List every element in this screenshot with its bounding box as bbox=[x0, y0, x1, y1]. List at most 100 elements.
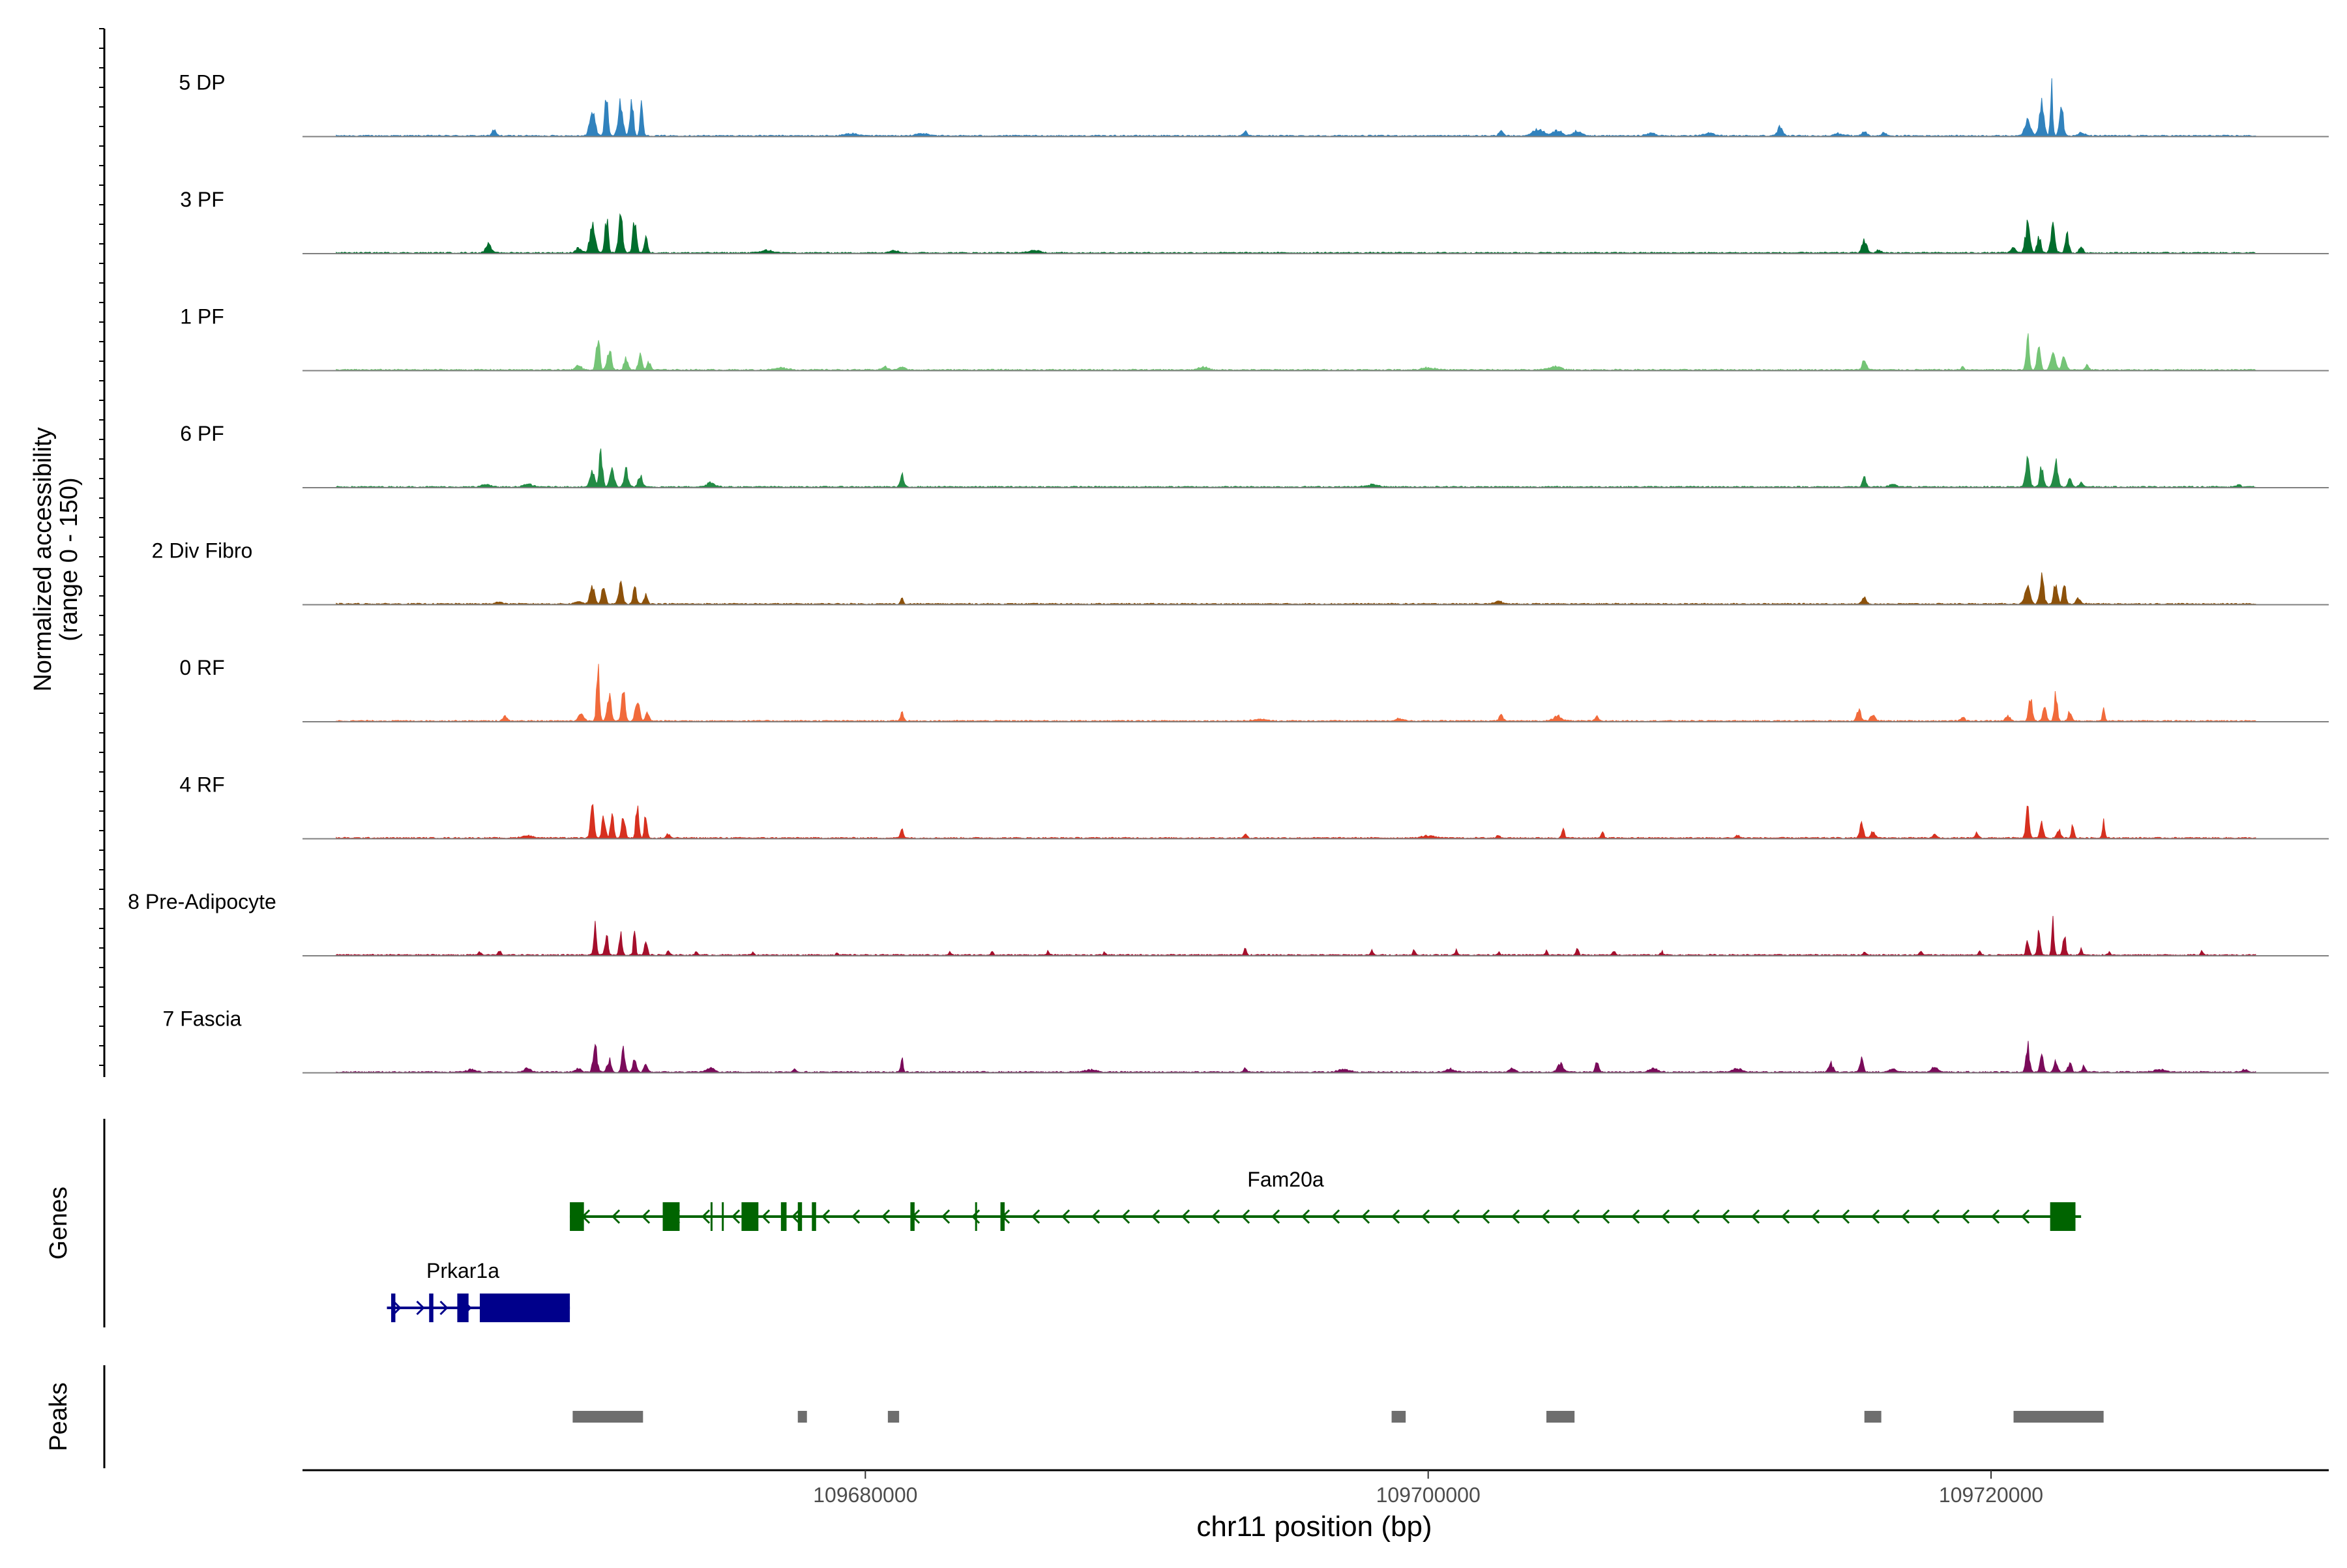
strand-chevron bbox=[416, 1300, 425, 1316]
exon bbox=[812, 1202, 816, 1231]
strand-chevron bbox=[1870, 1209, 1880, 1224]
strand-chevron bbox=[439, 1300, 449, 1316]
strand-chevron bbox=[1271, 1209, 1280, 1224]
strand-chevron bbox=[392, 1300, 402, 1316]
strand-chevron bbox=[941, 1209, 951, 1224]
exon bbox=[910, 1202, 915, 1231]
peak-region bbox=[572, 1411, 643, 1423]
track-signal bbox=[336, 664, 2256, 722]
x-tick-label: 109720000 bbox=[1939, 1483, 2043, 1507]
strand-chevron bbox=[1900, 1209, 1910, 1224]
x-axis-ticks: 109680000 109700000 109720000 bbox=[813, 1470, 2043, 1507]
strand-chevron bbox=[1511, 1209, 1520, 1224]
strand-chevron bbox=[851, 1209, 861, 1224]
exon bbox=[429, 1294, 434, 1322]
peak-region bbox=[887, 1411, 900, 1423]
x-axis-title: chr11 position (bp) bbox=[1196, 1511, 1432, 1543]
track-label: 7 Fascia bbox=[163, 1007, 242, 1031]
strand-chevron bbox=[1211, 1209, 1220, 1224]
strand-chevron bbox=[1541, 1209, 1550, 1224]
track-7-fascia: 7 Fascia bbox=[163, 1007, 2329, 1074]
strand-chevron bbox=[1631, 1209, 1640, 1224]
track-5-dp: 5 DP bbox=[179, 71, 2329, 138]
strand-chevron bbox=[1241, 1209, 1250, 1224]
track-signal bbox=[336, 803, 2256, 839]
peaks-panel-label: Peaks bbox=[45, 1382, 72, 1451]
exon bbox=[479, 1294, 570, 1322]
strand-chevron bbox=[1421, 1209, 1430, 1224]
strand-chevron bbox=[641, 1209, 651, 1224]
track-6-pf: 6 PF bbox=[180, 422, 2329, 488]
track-label: 3 PF bbox=[180, 188, 224, 211]
strand-chevron bbox=[821, 1209, 831, 1224]
track-label: 2 Div Fibro bbox=[152, 539, 253, 563]
peak-region bbox=[1864, 1411, 1882, 1423]
strand-chevron bbox=[881, 1209, 891, 1224]
strand-chevron bbox=[1661, 1209, 1670, 1224]
strand-chevron bbox=[1750, 1209, 1760, 1224]
strand-chevron bbox=[1181, 1209, 1190, 1224]
track-label: 8 Pre-Adipocyte bbox=[128, 890, 276, 913]
strand-chevron bbox=[791, 1209, 801, 1224]
exon-thin bbox=[722, 1202, 724, 1231]
strand-chevron bbox=[1990, 1209, 2000, 1224]
exon bbox=[391, 1294, 396, 1322]
exon bbox=[741, 1202, 759, 1231]
peak-region bbox=[2013, 1411, 2104, 1423]
track-8-pre-adipocyte: 8 Pre-Adipocyte bbox=[128, 890, 2329, 956]
strand-chevron bbox=[1451, 1209, 1460, 1224]
strand-chevron bbox=[1571, 1209, 1580, 1224]
strand-chevron bbox=[1780, 1209, 1790, 1224]
y-axis-title-line1: Normalized accessibility bbox=[29, 427, 57, 691]
peak-region bbox=[797, 1411, 807, 1423]
strand-chevron bbox=[1331, 1209, 1340, 1224]
strand-chevron bbox=[1840, 1209, 1850, 1224]
coverage-y-ticks bbox=[99, 28, 104, 1066]
track-label: 4 RF bbox=[179, 773, 224, 797]
track-signal bbox=[336, 915, 2256, 956]
track-label: 6 PF bbox=[180, 422, 224, 445]
strand-chevron bbox=[1481, 1209, 1490, 1224]
exon bbox=[780, 1202, 787, 1231]
strand-chevron bbox=[1930, 1209, 1940, 1224]
gene-name-label: Prkar1a bbox=[426, 1259, 499, 1282]
peak-regions bbox=[572, 1411, 2104, 1423]
strand-chevron bbox=[1720, 1209, 1730, 1224]
track-signal bbox=[336, 448, 2256, 488]
strand-chevron bbox=[971, 1209, 981, 1224]
strand-chevron bbox=[701, 1209, 711, 1224]
strand-chevron bbox=[1121, 1209, 1130, 1224]
track-label: 5 DP bbox=[179, 71, 225, 95]
track-1-pf: 1 PF bbox=[180, 305, 2329, 372]
strand-chevron bbox=[1361, 1209, 1370, 1224]
track-signal bbox=[336, 572, 2256, 605]
exon bbox=[570, 1202, 584, 1231]
track-0-rf: 0 RF bbox=[179, 656, 2329, 722]
track-label: 0 RF bbox=[179, 656, 224, 679]
exon-large bbox=[2050, 1202, 2076, 1231]
strand-chevron bbox=[1960, 1209, 1970, 1224]
strand-chevron bbox=[1810, 1209, 1820, 1224]
strand-chevron bbox=[1061, 1209, 1070, 1224]
track-label: 1 PF bbox=[180, 305, 224, 329]
strand-chevron bbox=[611, 1209, 621, 1224]
strand-chevron bbox=[1690, 1209, 1700, 1224]
strand-chevron bbox=[1391, 1209, 1400, 1224]
track-4-rf: 4 RF bbox=[179, 773, 2329, 840]
exon-thin bbox=[975, 1202, 977, 1231]
track-signal bbox=[336, 78, 2256, 137]
strand-chevron bbox=[761, 1209, 771, 1224]
gene-fam20a: Fam20a bbox=[570, 1168, 2082, 1231]
exon bbox=[797, 1202, 803, 1231]
strand-chevron bbox=[1601, 1209, 1610, 1224]
track-2-div-fibro: 2 Div Fibro bbox=[152, 539, 2329, 606]
exon bbox=[457, 1294, 469, 1322]
track-signal bbox=[336, 333, 2256, 371]
gene-prkar1a: Prkar1a bbox=[387, 1259, 570, 1322]
strand-chevron bbox=[1151, 1209, 1160, 1224]
track-signal bbox=[336, 213, 2256, 254]
strand-chevron bbox=[2020, 1209, 2030, 1224]
strand-chevron bbox=[1301, 1209, 1310, 1224]
